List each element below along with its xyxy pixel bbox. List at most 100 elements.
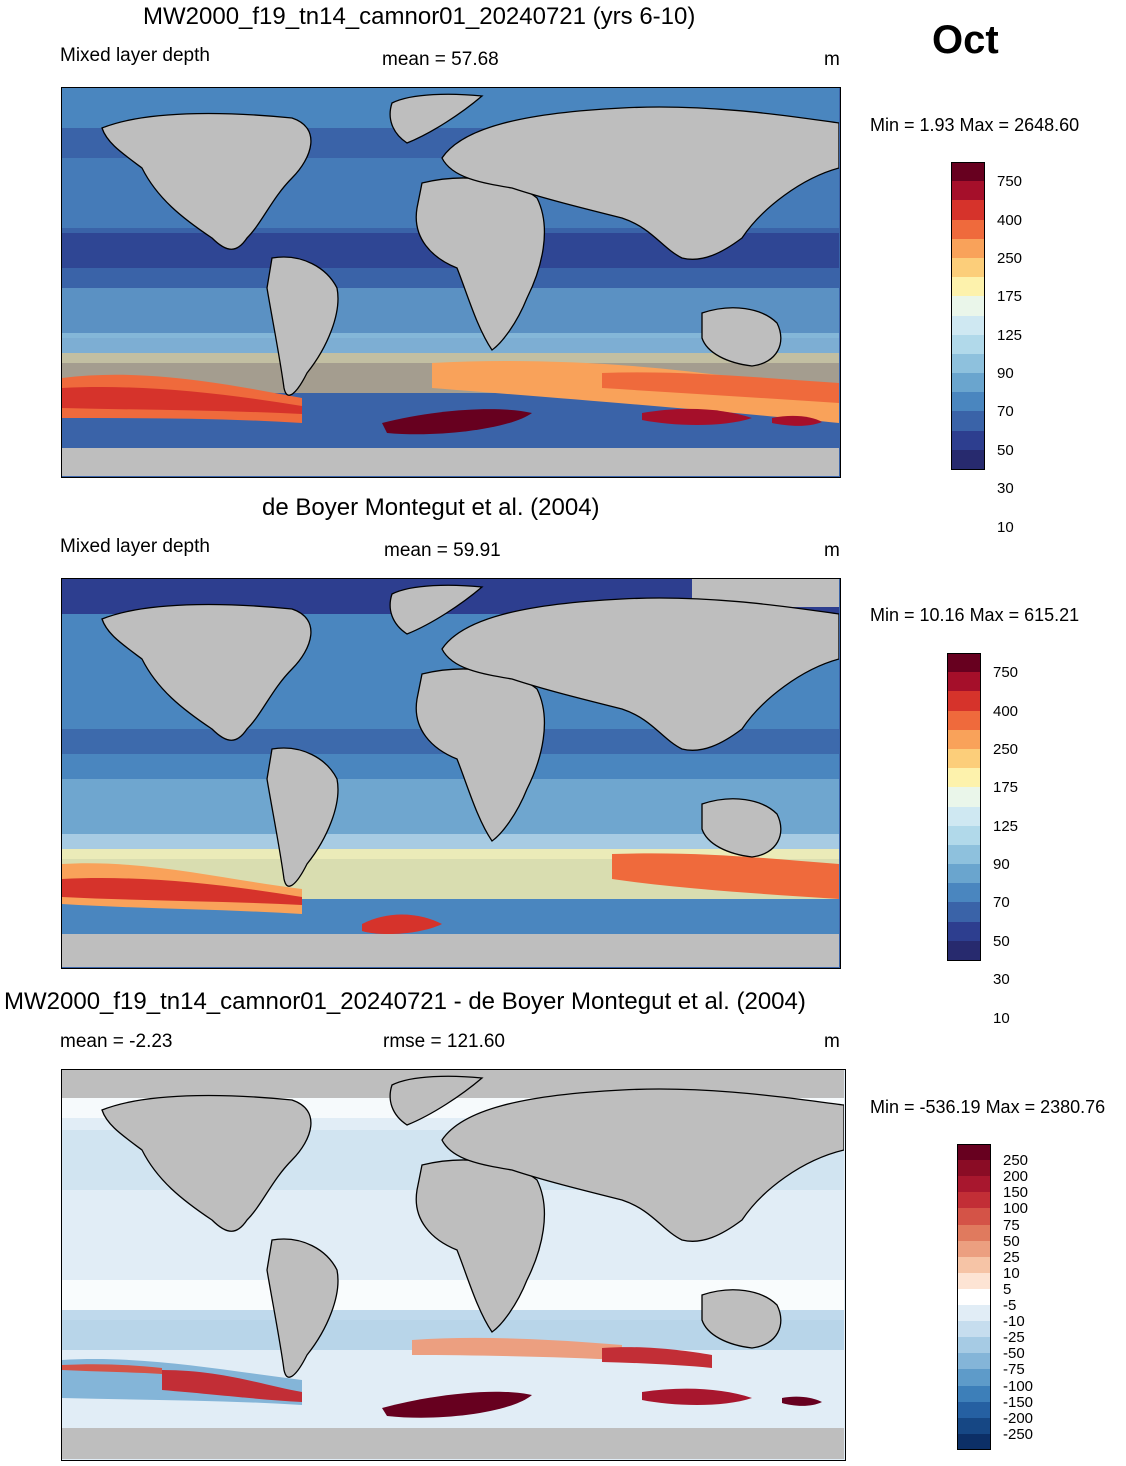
colorbar-swatch: [947, 864, 981, 884]
colorbar-label: 250: [1003, 1152, 1029, 1170]
panel-2-left-label: Mixed layer depth: [60, 536, 210, 557]
colorbar-swatch: [951, 257, 985, 278]
colorbar-swatch: [947, 710, 981, 731]
colorbar-label: 125: [993, 817, 1019, 835]
colorbar-label: 250: [997, 249, 1023, 267]
colorbar-swatch: [951, 162, 985, 182]
panel-2-units: m: [824, 540, 840, 561]
colorbar-swatch: [951, 315, 985, 336]
colorbar-swatch: [957, 1337, 991, 1354]
colorbar-swatch: [947, 691, 981, 712]
panel-2-minmax: Min = 10.16 Max = 615.21: [870, 605, 1080, 625]
panel-3-title: MW2000_f19_tn14_camnor01_20240721 - de B…: [4, 988, 806, 1015]
colorbar-label: 90: [993, 856, 1010, 874]
colorbar-swatch: [957, 1192, 991, 1209]
colorbar-label: -150: [1003, 1393, 1034, 1411]
colorbar-label: 50: [997, 441, 1014, 459]
panel-2-mean: mean = 59.91: [384, 540, 501, 561]
colorbar-label: 10: [993, 1009, 1010, 1027]
panel-3-mean: mean = -2.23: [60, 1031, 173, 1052]
colorbar-label: 50: [993, 932, 1010, 950]
colorbar-swatch: [947, 921, 981, 942]
colorbar-label: 150: [1003, 1184, 1029, 1202]
colorbar-swatch: [951, 392, 985, 412]
colorbar-swatch: [957, 1160, 991, 1177]
colorbar-label: 125: [997, 326, 1023, 344]
colorbar-label: 200: [1003, 1168, 1029, 1186]
colorbar-swatch: [951, 219, 985, 240]
colorbar-swatch: [947, 825, 981, 846]
panel-2-map: [61, 578, 841, 969]
panel-2-title: de Boyer Montegut et al. (2004): [262, 494, 600, 521]
colorbar-label: 30: [993, 971, 1010, 989]
colorbar-swatch: [947, 653, 981, 673]
month-label: Oct: [932, 18, 999, 62]
colorbar-label: -50: [1003, 1345, 1025, 1363]
colorbar-swatch: [957, 1385, 991, 1403]
colorbar-swatch: [957, 1208, 991, 1225]
panel-1-title: MW2000_f19_tn14_camnor01_20240721 (yrs 6…: [143, 3, 696, 30]
colorbar-swatch: [957, 1288, 991, 1306]
colorbar-swatch: [957, 1401, 991, 1419]
colorbar-swatch: [947, 787, 981, 807]
colorbar-label: 400: [997, 211, 1023, 229]
colorbar-swatch: [947, 729, 981, 750]
colorbar-label: 750: [993, 664, 1019, 682]
colorbar-swatch: [957, 1224, 991, 1242]
colorbar-swatch: [947, 940, 981, 961]
colorbar-swatch: [947, 748, 981, 769]
colorbar-label: 10: [1003, 1264, 1020, 1282]
colorbar-swatch: [951, 277, 985, 297]
colorbar-swatch: [947, 883, 981, 903]
colorbar-swatch: [951, 373, 985, 393]
colorbar-label: -10: [1003, 1313, 1025, 1331]
colorbar-label: 70: [993, 894, 1010, 912]
colorbar-swatch: [947, 768, 981, 788]
colorbar-label: -75: [1003, 1361, 1025, 1379]
colorbar-swatch: [951, 296, 985, 316]
colorbar-label: -5: [1003, 1297, 1017, 1315]
colorbar-label: -100: [1003, 1377, 1034, 1395]
colorbar-swatch: [947, 902, 981, 923]
colorbar-label: 50: [1003, 1232, 1020, 1250]
colorbar-label: 75: [1003, 1216, 1020, 1234]
colorbar-label: 100: [1003, 1200, 1029, 1218]
colorbar-swatch: [947, 806, 981, 827]
colorbar-swatch: [957, 1256, 991, 1274]
panel-3-minmax: Min = -536.19 Max = 2380.76: [870, 1097, 1106, 1117]
colorbar-swatch: [951, 238, 985, 259]
colorbar-swatch: [951, 430, 985, 451]
colorbar-swatch: [951, 200, 985, 221]
colorbar-swatch: [951, 411, 985, 432]
colorbar-swatch: [957, 1272, 991, 1290]
colorbar-label: 175: [993, 779, 1019, 797]
panel-3-map: [61, 1069, 846, 1461]
colorbar-swatch: [951, 181, 985, 201]
colorbar-swatch: [957, 1144, 991, 1161]
colorbar-swatch: [957, 1176, 991, 1193]
colorbar-swatch: [957, 1240, 991, 1258]
colorbar-label: 10: [997, 518, 1014, 536]
panel-3-rmse: rmse = 121.60: [383, 1031, 505, 1052]
colorbar-label: -25: [1003, 1329, 1025, 1347]
colorbar-label: 400: [993, 702, 1019, 720]
panel-1-map: [61, 87, 841, 478]
colorbar-label: 750: [997, 173, 1023, 191]
colorbar-swatch: [957, 1417, 991, 1435]
colorbar-swatch: [947, 672, 981, 692]
colorbar-swatch: [951, 449, 985, 470]
colorbar-swatch: [957, 1305, 991, 1322]
colorbar-label: 70: [997, 403, 1014, 421]
colorbar-label: 250: [993, 740, 1019, 758]
panel-1-left-label: Mixed layer depth: [60, 45, 210, 66]
panel-3-units: m: [824, 1031, 840, 1052]
colorbar-swatch: [957, 1433, 991, 1451]
colorbar-swatch: [951, 334, 985, 355]
colorbar-label: 175: [997, 288, 1023, 306]
colorbar-label: -200: [1003, 1409, 1034, 1427]
panel-1-units: m: [824, 49, 840, 70]
colorbar-swatch: [957, 1321, 991, 1338]
colorbar-swatch: [951, 353, 985, 374]
colorbar-label: -250: [1003, 1425, 1034, 1443]
colorbar-label: 25: [1003, 1248, 1020, 1266]
